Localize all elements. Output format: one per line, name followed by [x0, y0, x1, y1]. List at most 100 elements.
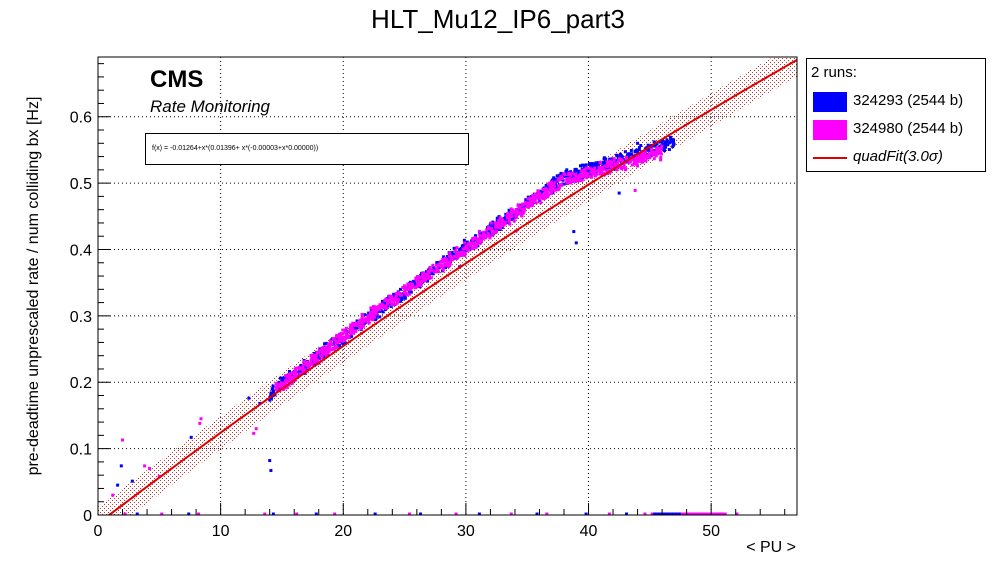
outlier-point	[247, 396, 251, 400]
data-point	[481, 236, 485, 240]
y-tick-label: 0.2	[70, 375, 92, 392]
data-point	[294, 368, 298, 372]
data-point	[385, 306, 389, 310]
data-point	[324, 354, 328, 358]
data-point	[379, 305, 383, 309]
data-point	[423, 279, 427, 283]
data-point	[388, 294, 392, 298]
data-point	[340, 339, 344, 343]
data-point	[455, 252, 459, 256]
data-point	[301, 369, 305, 373]
data-point	[594, 161, 598, 165]
zero-rate-point	[697, 512, 701, 515]
data-point	[601, 164, 605, 168]
legend-label: 324293 (2544 b)	[853, 92, 964, 109]
data-point	[281, 378, 285, 382]
data-point	[512, 219, 516, 223]
data-point	[462, 238, 466, 242]
zero-rate-point	[333, 512, 337, 515]
data-point	[602, 168, 606, 172]
data-point	[407, 292, 411, 296]
data-point	[429, 268, 433, 272]
data-point	[637, 157, 641, 161]
data-point	[475, 243, 479, 247]
data-point	[573, 176, 577, 180]
data-point	[373, 315, 377, 319]
data-point	[487, 227, 491, 231]
x-tick-label: 20	[334, 523, 352, 540]
data-point	[605, 169, 609, 173]
data-point	[489, 221, 493, 225]
data-point	[505, 214, 509, 218]
data-point	[539, 189, 543, 193]
data-point	[373, 306, 377, 310]
outlier-point	[130, 479, 134, 483]
data-point	[584, 166, 588, 170]
data-point	[421, 278, 425, 282]
data-point	[510, 210, 514, 214]
data-point	[290, 378, 294, 382]
data-point	[359, 327, 363, 331]
fit-function-text: f(x) = -0.01264+x*(0.01396+ x*(-0.00003+…	[152, 145, 319, 152]
data-point	[592, 164, 596, 168]
cms-label: CMS	[150, 66, 204, 93]
data-point	[550, 180, 554, 184]
data-point	[657, 149, 661, 153]
outlier-point	[252, 431, 256, 435]
outlier-point	[572, 178, 576, 182]
data-point	[609, 157, 613, 161]
data-point	[498, 222, 502, 226]
data-point	[314, 353, 318, 357]
data-point	[415, 281, 419, 285]
data-point	[344, 326, 348, 330]
data-point	[466, 242, 470, 246]
data-point	[283, 383, 287, 387]
data-point	[548, 184, 552, 188]
zero-rate-point	[656, 512, 660, 515]
data-point	[474, 245, 478, 249]
data-point	[398, 292, 402, 296]
data-point	[373, 309, 377, 313]
zero-rate-point	[509, 512, 513, 515]
legend-item-series-2: 324980 (2544 b)	[811, 117, 983, 141]
zero-rate-point	[135, 512, 139, 515]
data-point	[421, 273, 425, 277]
data-point	[592, 167, 596, 171]
data-point	[305, 364, 309, 368]
data-point	[535, 193, 539, 197]
data-point	[525, 205, 529, 209]
data-point	[387, 301, 391, 305]
data-point	[524, 198, 528, 202]
legend-header: 2 runs:	[811, 64, 857, 81]
data-point	[669, 138, 673, 142]
data-point	[452, 252, 456, 256]
data-point	[313, 353, 317, 357]
data-point	[663, 140, 667, 144]
outlier-point	[617, 191, 621, 195]
data-point	[309, 353, 313, 357]
data-point	[330, 348, 334, 352]
data-point	[442, 255, 446, 259]
data-point	[291, 376, 295, 380]
data-point	[325, 349, 329, 353]
data-point	[303, 364, 307, 368]
data-point	[569, 173, 573, 177]
data-point	[462, 251, 466, 255]
data-point	[291, 371, 295, 375]
data-point	[581, 170, 585, 174]
data-point	[346, 333, 350, 337]
data-point	[611, 163, 615, 167]
data-point	[641, 158, 645, 162]
data-point	[452, 246, 456, 250]
data-point	[659, 150, 663, 154]
data-point	[269, 391, 273, 395]
data-point	[671, 145, 675, 149]
data-point	[487, 229, 491, 233]
data-point	[571, 179, 575, 183]
data-point	[447, 263, 451, 267]
data-point	[552, 176, 556, 180]
data-point	[478, 231, 482, 235]
data-point	[557, 185, 561, 189]
data-point	[588, 166, 592, 170]
data-point	[514, 214, 518, 218]
